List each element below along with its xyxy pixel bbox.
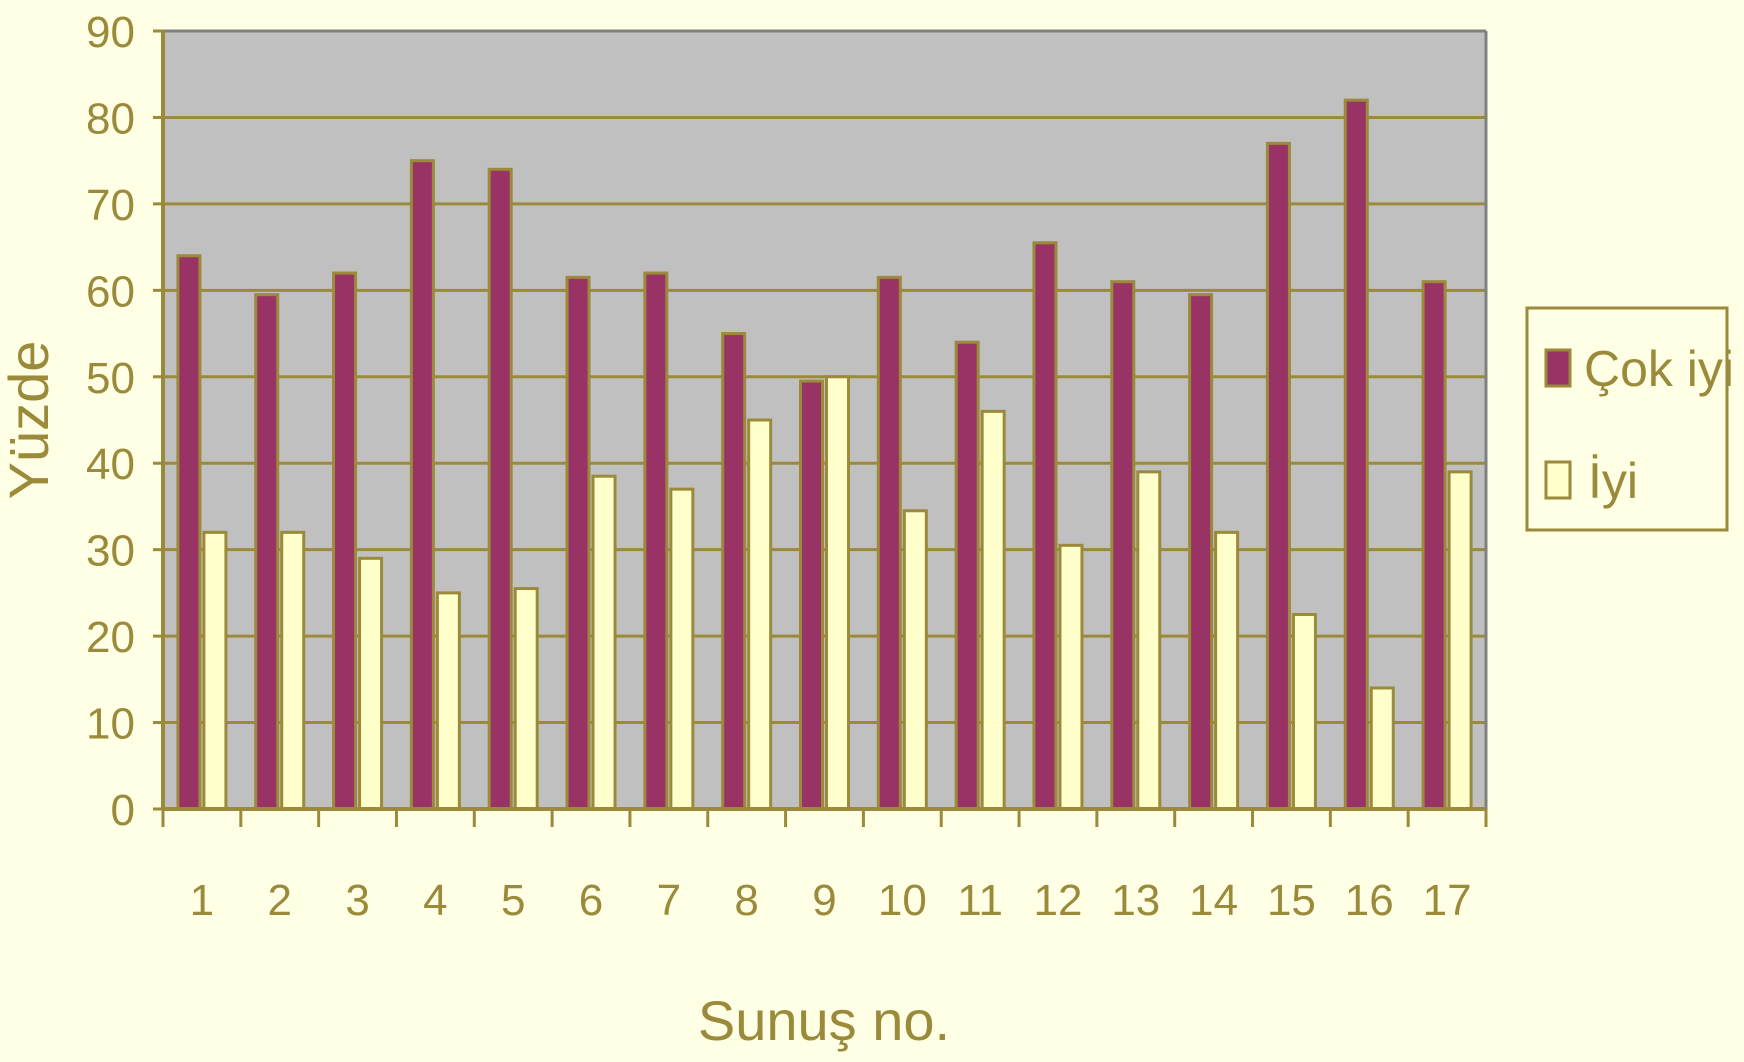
y-tick-label: 0: [111, 786, 135, 835]
bar-cok-iyi: [799, 379, 824, 811]
bar-cok-iyi: [954, 340, 980, 811]
bar-cok-iyi: [721, 332, 747, 811]
x-tick-label: 9: [812, 876, 836, 925]
bar-cok-iyi: [643, 271, 669, 811]
bar-cok-iyi: [1421, 280, 1447, 811]
x-tick-label: 8: [734, 876, 758, 925]
x-tick-label: 13: [1111, 876, 1160, 925]
bar-iyi: [358, 556, 384, 811]
bar-cok-iyi: [409, 159, 435, 811]
bar-iyi: [747, 418, 773, 811]
bar-iyi: [1136, 470, 1162, 811]
bar-cok-iyi: [1343, 98, 1369, 811]
plot-area: [163, 31, 1486, 809]
x-tick-label: 4: [423, 876, 447, 925]
x-tick-label: 11: [957, 876, 1003, 925]
bar-cok-iyi: [487, 167, 513, 811]
gridlines: [163, 29, 1488, 809]
x-tick-label: 3: [345, 876, 369, 925]
bar-cok-iyi: [1032, 241, 1058, 811]
y-tick-label: 20: [86, 613, 135, 662]
legend-label-cok-iyi: Çok iyi: [1584, 341, 1734, 397]
bar-iyi: [902, 509, 928, 811]
y-tick-label: 40: [86, 440, 135, 489]
y-tick-label: 50: [86, 354, 135, 403]
x-tick-label: 17: [1423, 876, 1472, 925]
x-tick-label: 14: [1189, 876, 1238, 925]
x-tick-label: 12: [1033, 876, 1082, 925]
y-tick-label: 30: [86, 527, 135, 576]
bar-iyi: [1291, 613, 1317, 811]
x-tick-label: 5: [501, 876, 525, 925]
bar-iyi: [280, 530, 306, 811]
bar-cok-iyi: [876, 275, 902, 811]
x-tick-label: 10: [878, 876, 927, 925]
x-tick-label: 6: [579, 876, 603, 925]
y-tick-label: 70: [86, 181, 135, 230]
x-tick-label: 2: [267, 876, 291, 925]
bar-iyi: [1214, 530, 1240, 811]
bar-iyi: [513, 587, 539, 811]
bar-cok-iyi: [254, 293, 280, 811]
legend-swatch-cok-iyi: [1544, 348, 1572, 388]
bar-iyi: [825, 375, 850, 811]
legend-swatch-iyi: [1544, 460, 1572, 500]
x-tick-label: 7: [657, 876, 681, 925]
x-tick-label: 16: [1345, 876, 1394, 925]
y-axis-ticks: 0 10 20 30 40 50 60 70 80 90: [86, 8, 163, 835]
bar-cok-iyi: [565, 275, 591, 811]
y-tick-label: 80: [86, 94, 135, 143]
bar-iyi: [1058, 543, 1084, 811]
y-tick-label: 60: [86, 267, 135, 316]
bar-iyi: [669, 487, 695, 811]
legend: Çok iyi İyi: [1525, 306, 1734, 532]
bar-cok-iyi: [332, 271, 358, 811]
bar-iyi: [435, 591, 461, 811]
y-tick-label: 90: [86, 8, 135, 57]
x-tick-label: 1: [190, 876, 214, 925]
bar-cok-iyi: [1188, 293, 1214, 811]
bar-cok-iyi: [1110, 280, 1136, 811]
bar-iyi: [980, 409, 1006, 811]
bar-cok-iyi: [176, 254, 202, 811]
y-tick-label: 10: [86, 700, 135, 749]
x-tick-label: 15: [1267, 876, 1316, 925]
legend-label-iyi: İyi: [1588, 453, 1638, 509]
y-axis-title: Yüzde: [0, 341, 60, 500]
bar-iyi: [1369, 686, 1395, 811]
bar-iyi: [591, 474, 617, 811]
x-axis-title: Sunuş no.: [698, 989, 950, 1052]
bar-iyi: [1447, 470, 1473, 811]
bar-cok-iyi: [1265, 141, 1291, 811]
x-axis-ticks: 1 2 3 4 5 6 7 8 9 10 11 12 13 14 15 16 17: [161, 809, 1488, 925]
bar-iyi: [202, 530, 228, 811]
